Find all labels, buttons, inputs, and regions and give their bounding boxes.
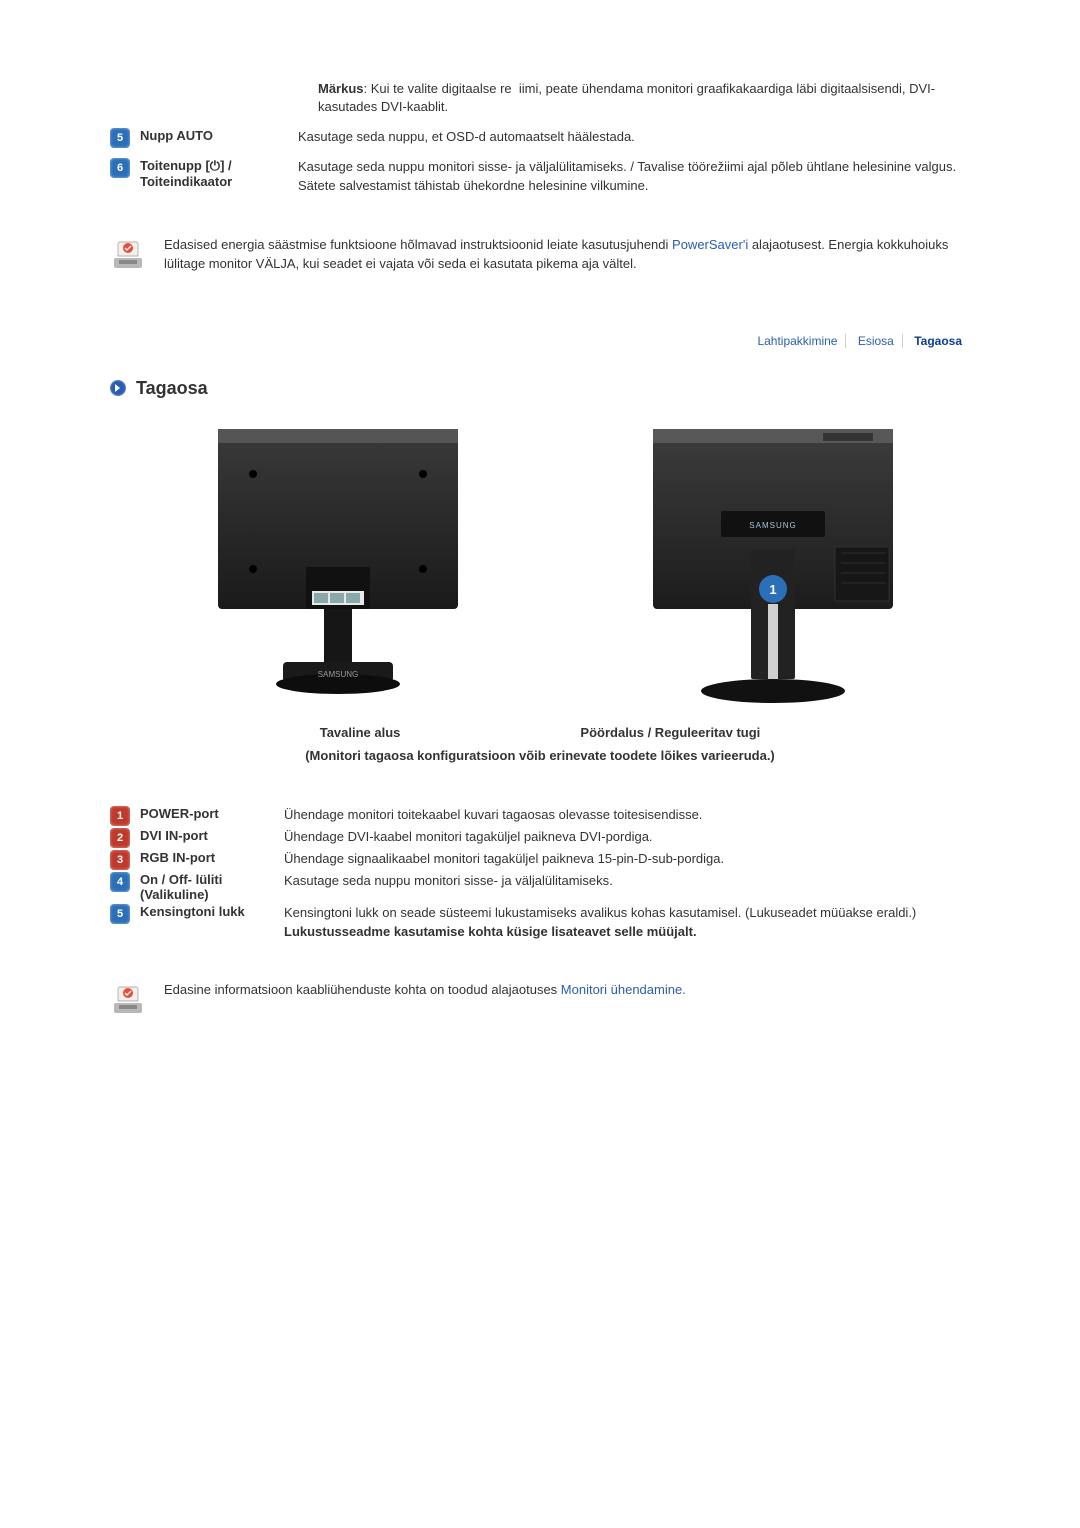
monitor-pivot-stand: SAMSUNG 1 xyxy=(575,419,970,709)
callout-1: 1 xyxy=(769,582,776,597)
badge-p3: 3 xyxy=(110,850,130,870)
info-connecting: Edasine informatsioon kaabliühenduste ko… xyxy=(110,981,970,1017)
term-kensington: Kensingtoni lukk xyxy=(140,904,284,919)
connecting-link[interactable]: Monitori ühendamine. xyxy=(561,982,686,997)
badge-p1: 1 xyxy=(110,806,130,826)
info1-pre: Edasised energia säästmise funktsioone h… xyxy=(164,237,672,252)
desc-auto: Kasutage seda nuppu, et OSD-d automaatse… xyxy=(298,128,970,147)
front-row-auto: 5 Nupp AUTO Kasutage seda nuppu, et OSD-… xyxy=(110,128,970,148)
caption-simple: Tavaline alus xyxy=(320,723,401,743)
powersaver-link[interactable]: PowerSaver'i xyxy=(672,237,748,252)
svg-text:SAMSUNG: SAMSUNG xyxy=(749,521,796,530)
desc-rgb: Ühendage signaalikaabel monitori tagakül… xyxy=(284,850,970,869)
badge-p5: 5 xyxy=(110,904,130,924)
info2-pre: Edasine informatsioon kaabliühenduste ko… xyxy=(164,982,561,997)
term-onoff: On / Off- lüliti (Valikuline) xyxy=(140,872,284,902)
term-rgb: RGB IN-port xyxy=(140,850,284,865)
section-heading: Tagaosa xyxy=(110,378,970,399)
digital-mode-note: Märkus: Kui te valite digitaalse re iimi… xyxy=(318,80,970,116)
svg-text:SAMSUNG: SAMSUNG xyxy=(317,670,357,679)
note-icon-2 xyxy=(110,981,146,1017)
note-text: : Kui te valite digitaalse re iimi, peat… xyxy=(318,81,935,114)
section-bullet-icon xyxy=(110,380,126,396)
term-auto: Nupp AUTO xyxy=(140,128,298,143)
rear-images: SAMSUNG SAMSUNG xyxy=(140,419,970,709)
desc-kensington: Kensingtoni lukk on seade süsteemi lukus… xyxy=(284,905,916,920)
row-rgb: 3 RGB IN-port Ühendage signaalikaabel mo… xyxy=(110,850,970,870)
row-dvi: 2 DVI IN-port Ühendage DVI-kaabel monito… xyxy=(110,828,970,848)
term-power-port: POWER-port xyxy=(140,806,284,821)
tab-esiosa[interactable]: Esiosa xyxy=(850,334,903,348)
desc-dvi: Ühendage DVI-kaabel monitori tagaküljel … xyxy=(284,828,970,847)
note-label: Märkus xyxy=(318,81,364,96)
row-kensington: 5 Kensingtoni lukk Kensingtoni lukk on s… xyxy=(110,904,970,942)
front-buttons-list: 5 Nupp AUTO Kasutage seda nuppu, et OSD-… xyxy=(110,128,970,196)
section-title: Tagaosa xyxy=(136,378,208,399)
note-icon xyxy=(110,236,146,272)
ports-list: 1 POWER-port Ühendage monitori toitekaab… xyxy=(110,806,970,942)
image-captions: Tavaline alus Pöördalus / Reguleeritav t… xyxy=(110,723,970,766)
tab-lahtipakkimine[interactable]: Lahtipakkimine xyxy=(749,334,846,348)
monitor-simple-stand: SAMSUNG xyxy=(140,419,535,709)
badge-p2: 2 xyxy=(110,828,130,848)
row-onoff: 4 On / Off- lüliti (Valikuline) Kasutage… xyxy=(110,872,970,902)
tab-tagaosa[interactable]: Tagaosa xyxy=(906,334,970,348)
term-dvi: DVI IN-port xyxy=(140,828,284,843)
desc-onoff: Kasutage seda nuppu monitori sisse- ja v… xyxy=(284,872,970,891)
section-tabs: Lahtipakkimine Esiosa Tagaosa xyxy=(110,334,970,348)
badge-5: 5 xyxy=(110,128,130,148)
desc-power-port: Ühendage monitori toitekaabel kuvari tag… xyxy=(284,806,970,825)
row-power-port: 1 POWER-port Ühendage monitori toitekaab… xyxy=(110,806,970,826)
term-power: Toitenupp [⏻] / Toiteindikaator xyxy=(140,158,298,189)
badge-p4: 4 xyxy=(110,872,130,892)
desc-power: Kasutage seda nuppu monitori sisse- ja v… xyxy=(298,158,970,196)
badge-6: 6 xyxy=(110,158,130,178)
info-powersaver: Edasised energia säästmise funktsioone h… xyxy=(110,236,970,274)
caption-pivot: Pöördalus / Reguleeritav tugi xyxy=(580,723,760,743)
caption-sub: (Monitori tagaosa konfiguratsioon võib e… xyxy=(110,746,970,766)
desc-kensington-bold: Lukustusseadme kasutamise kohta küsige l… xyxy=(284,924,697,939)
front-row-power: 6 Toitenupp [⏻] / Toiteindikaator Kasuta… xyxy=(110,158,970,196)
